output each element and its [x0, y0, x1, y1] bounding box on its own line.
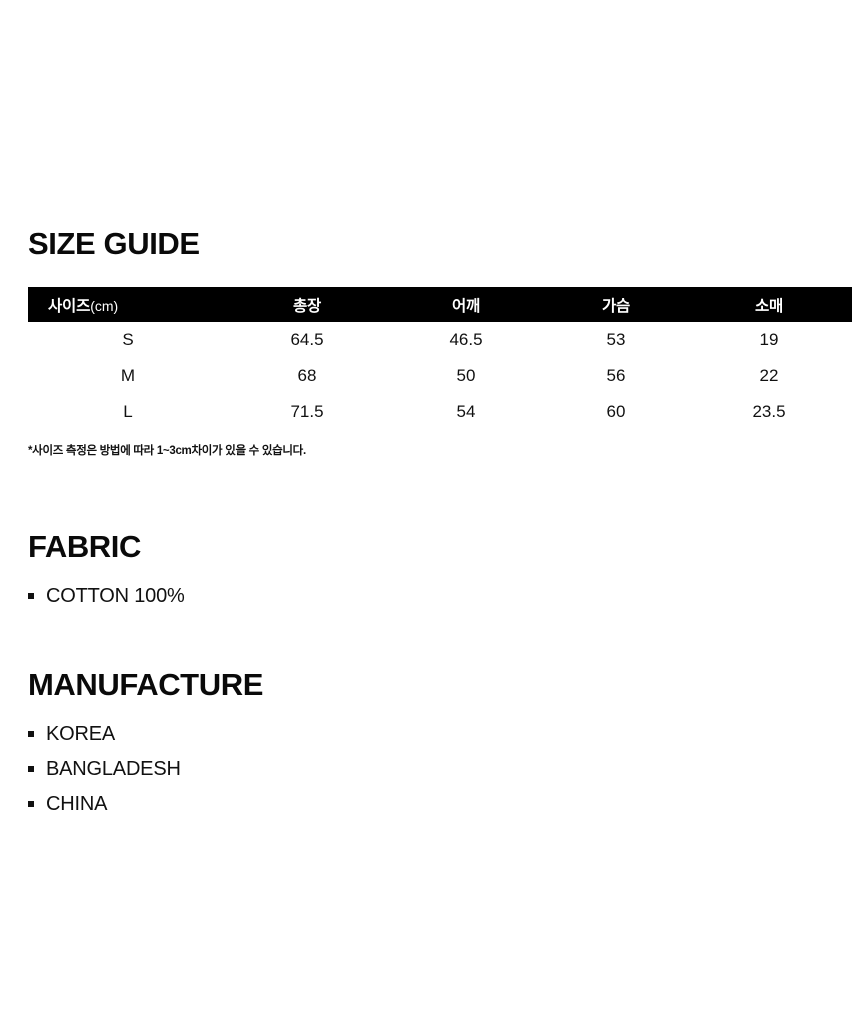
- cell-size: S: [122, 330, 134, 349]
- column-header-length: 총장: [292, 297, 322, 315]
- manufacture-section: MANUFACTURE KOREA BANGLADESH CHINA: [28, 669, 528, 821]
- fabric-section: FABRIC COTTON 100%: [28, 531, 528, 613]
- list-item: CHINA: [28, 786, 528, 821]
- size-measurement-note: *사이즈 측정은 방법에 따라 1~3cm차이가 있을 수 있습니다.: [28, 445, 306, 457]
- table-row: S 64.5 46.5 53 19: [28, 322, 852, 358]
- fabric-title: FABRIC: [28, 529, 141, 564]
- table-header: 사이즈(cm) 총장 어깨 가슴 소매: [28, 287, 852, 322]
- table-header-row: 사이즈(cm) 총장 어깨 가슴 소매: [28, 287, 852, 322]
- cell-size: M: [120, 366, 136, 385]
- size-guide-table: 사이즈(cm) 총장 어깨 가슴 소매 S 64.5 46.5 53 19 M: [28, 287, 852, 430]
- list-item-label: BANGLADESH: [46, 757, 181, 780]
- list-item-label: CHINA: [46, 792, 108, 815]
- list-item: BANGLADESH: [28, 751, 528, 786]
- square-bullet-icon: [28, 765, 34, 772]
- manufacture-list: KOREA BANGLADESH CHINA: [28, 716, 528, 821]
- size-guide-section: SIZE GUIDE 사이즈(cm) 총장 어깨 가슴 소매 S 64.5 46…: [28, 226, 852, 458]
- manufacture-title: MANUFACTURE: [28, 667, 263, 702]
- fabric-list: COTTON 100%: [28, 578, 528, 613]
- column-header-sleeve: 소매: [754, 297, 784, 315]
- column-header-size: 사이즈(cm): [28, 287, 228, 322]
- square-bullet-icon: [28, 592, 34, 599]
- cell-length: 71.5: [290, 402, 324, 421]
- size-guide-title: SIZE GUIDE: [28, 226, 200, 261]
- cell-shoulder: 50: [456, 366, 476, 385]
- list-item-label: KOREA: [46, 722, 116, 745]
- cell-shoulder: 54: [456, 402, 476, 421]
- list-item-label: COTTON 100%: [46, 584, 185, 607]
- cell-chest: 60: [606, 402, 626, 421]
- column-header-size-unit: (cm): [90, 297, 119, 314]
- column-header-chest: 가슴: [601, 297, 631, 315]
- table-row: L 71.5 54 60 23.5: [28, 394, 852, 430]
- table-row: M 68 50 56 22: [28, 358, 852, 394]
- square-bullet-icon: [28, 800, 34, 807]
- table-body: S 64.5 46.5 53 19 M 68 50 56 22 L 71.5 5…: [28, 322, 852, 430]
- list-item: KOREA: [28, 716, 528, 751]
- cell-length: 64.5: [290, 330, 324, 349]
- cell-chest: 56: [606, 366, 626, 385]
- cell-sleeve: 23.5: [752, 402, 786, 421]
- list-item: COTTON 100%: [28, 578, 528, 613]
- column-header-shoulder: 어깨: [451, 297, 481, 315]
- cell-length: 68: [297, 366, 317, 385]
- column-header-size-label: 사이즈: [48, 297, 91, 315]
- square-bullet-icon: [28, 730, 34, 737]
- cell-chest: 53: [606, 330, 626, 349]
- cell-shoulder: 46.5: [449, 330, 483, 349]
- cell-sleeve: 22: [759, 366, 779, 385]
- cell-size: L: [123, 402, 133, 421]
- cell-sleeve: 19: [759, 330, 779, 349]
